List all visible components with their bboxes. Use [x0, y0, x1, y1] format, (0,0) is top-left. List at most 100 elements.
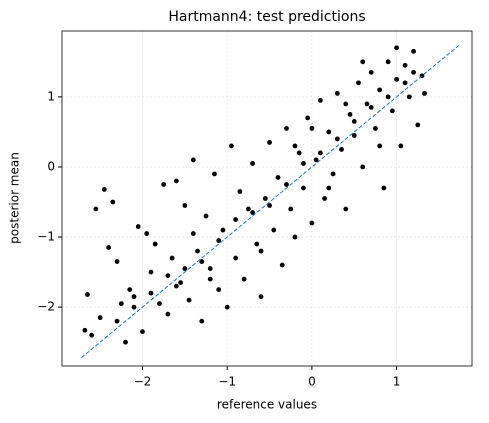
reference-line [81, 44, 460, 358]
point [216, 287, 222, 293]
x-axis-label: reference values [217, 398, 317, 412]
point [190, 157, 196, 163]
point [305, 115, 311, 121]
point [334, 90, 340, 96]
point [114, 318, 120, 324]
point [178, 280, 183, 286]
point [220, 227, 226, 233]
point [237, 189, 243, 194]
point [254, 241, 260, 247]
point [203, 213, 209, 219]
point [271, 227, 277, 233]
point [364, 101, 370, 107]
point [343, 101, 349, 107]
point [207, 276, 213, 282]
point [131, 294, 137, 300]
point [148, 290, 154, 296]
point [93, 206, 99, 212]
point [161, 182, 167, 187]
point [173, 178, 179, 184]
point [385, 94, 391, 100]
point [190, 231, 196, 236]
point [97, 315, 103, 321]
point [250, 161, 255, 166]
point [309, 126, 315, 131]
point [389, 108, 395, 114]
point [360, 59, 366, 65]
point [241, 276, 247, 282]
point [157, 301, 162, 307]
point [233, 217, 239, 222]
point [411, 48, 416, 54]
point [334, 136, 340, 142]
y-tick-label: 1 [47, 89, 55, 103]
point [245, 206, 251, 212]
point [322, 196, 328, 201]
point [394, 45, 400, 51]
point [267, 140, 272, 145]
point [402, 80, 408, 86]
point [267, 203, 272, 208]
point [199, 318, 205, 324]
point [140, 329, 145, 335]
point [385, 59, 391, 65]
point [368, 104, 374, 110]
x-tick-label: 1 [393, 375, 401, 389]
point [398, 143, 404, 149]
point [262, 196, 268, 201]
point [186, 297, 192, 303]
point [275, 175, 281, 180]
x-tick-label: −2 [134, 375, 152, 389]
point [135, 224, 141, 229]
point [326, 129, 332, 135]
point [114, 259, 120, 264]
point [118, 301, 124, 307]
point [301, 185, 306, 191]
point [233, 255, 239, 261]
point [212, 171, 217, 177]
point [301, 161, 306, 166]
point [309, 220, 315, 226]
point [173, 283, 179, 289]
point [127, 287, 133, 293]
point [368, 69, 374, 75]
point [182, 203, 188, 208]
point [89, 332, 95, 338]
point [165, 311, 171, 317]
point [377, 143, 383, 149]
point [394, 76, 400, 82]
point [326, 185, 332, 191]
point [110, 199, 116, 205]
point [330, 171, 336, 177]
point [199, 259, 205, 264]
y-tick-label: 0 [47, 159, 55, 173]
point [182, 266, 188, 271]
point [317, 150, 323, 156]
point [415, 122, 421, 128]
x-tick-label: −1 [218, 375, 236, 389]
point [85, 292, 90, 297]
point [279, 262, 285, 268]
point [351, 119, 357, 124]
point [131, 304, 137, 310]
point [284, 182, 289, 187]
point [250, 210, 255, 215]
point [229, 143, 234, 149]
point [422, 90, 427, 96]
point [106, 245, 111, 250]
chart-title: Hartmann4: test predictions [168, 9, 365, 25]
point [258, 248, 264, 254]
point [148, 269, 154, 275]
plot-frame [61, 30, 473, 367]
point [339, 147, 344, 152]
point [207, 266, 213, 271]
point [284, 126, 289, 131]
x-tick-label: 0 [308, 375, 316, 389]
point [411, 69, 416, 75]
point [381, 185, 387, 191]
point [152, 241, 158, 247]
point [356, 80, 361, 86]
point [402, 62, 408, 68]
point [347, 111, 353, 117]
